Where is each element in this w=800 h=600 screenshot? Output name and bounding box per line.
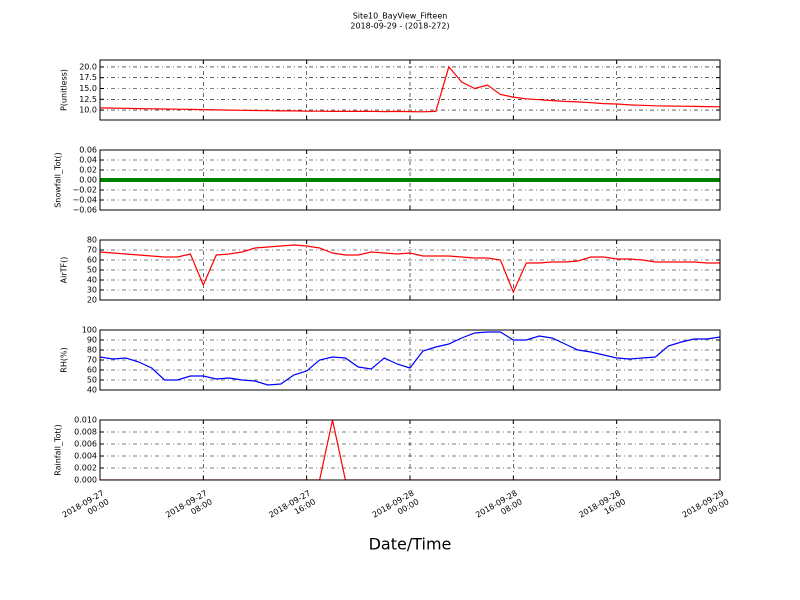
chart-title: Site10_BayView_Fifteen [353,12,448,21]
y-tick-label: 0.010 [74,416,97,425]
y-tick-label: 12.5 [79,95,97,104]
y-tick-label: 0.02 [79,166,97,175]
y-tick-label: 0.002 [74,464,97,473]
y-tick-label: 15.0 [79,84,97,93]
y-tick-label: 0.008 [74,428,97,437]
axes-frame [99,419,721,481]
axes-frame [99,59,721,121]
y-axis-label: Snowfall_Tot() [54,152,63,208]
plot-area [100,331,720,386]
plot-area [100,65,720,113]
data-line [100,331,720,386]
y-tick-label: −0.02 [72,186,97,195]
axes-frame [99,329,721,391]
y-tick-label: 70 [87,246,97,255]
x-axis-label: Date/Time [369,535,452,554]
y-tick-label: 60 [87,256,97,265]
y-tick-label: 70 [87,356,97,365]
y-tick-label: 0.004 [74,452,97,461]
y-tick-label: 20.0 [79,62,97,71]
axes-frame [99,149,721,211]
y-tick-label: −0.04 [72,196,97,205]
y-tick-label: 0.06 [79,146,97,155]
y-axis-label: Rainfall_Tot() [54,424,63,476]
y-tick-label: 17.5 [79,73,97,82]
y-tick-label: 10.0 [79,106,97,115]
y-axis-label: AirTF() [60,257,69,284]
data-line [100,65,720,113]
y-tick-label: 80 [87,346,97,355]
y-tick-label: 0.000 [74,476,97,485]
plot-area [100,244,720,294]
y-tick-label: 60 [87,366,97,375]
chart-subtitle: 2018-09-29 - (2018-272) [350,22,449,31]
y-axis-label: P(unitless) [60,69,69,111]
y-tick-label: 50 [87,376,97,385]
y-tick-label: −0.06 [72,206,97,215]
data-line [100,244,720,294]
y-tick-label: 100 [82,326,97,335]
y-tick-label: 90 [87,336,97,345]
axes-frame [99,239,721,301]
y-tick-label: 0.04 [79,156,97,165]
y-tick-label: 0.00 [79,176,97,185]
y-axis-label: RH(%) [60,347,69,372]
y-tick-label: 0.006 [74,440,97,449]
y-tick-label: 80 [87,236,97,245]
y-tick-label: 30 [87,286,97,295]
y-tick-label: 40 [87,386,97,395]
y-tick-label: 20 [87,296,97,305]
y-tick-label: 50 [87,266,97,275]
y-tick-label: 40 [87,276,97,285]
